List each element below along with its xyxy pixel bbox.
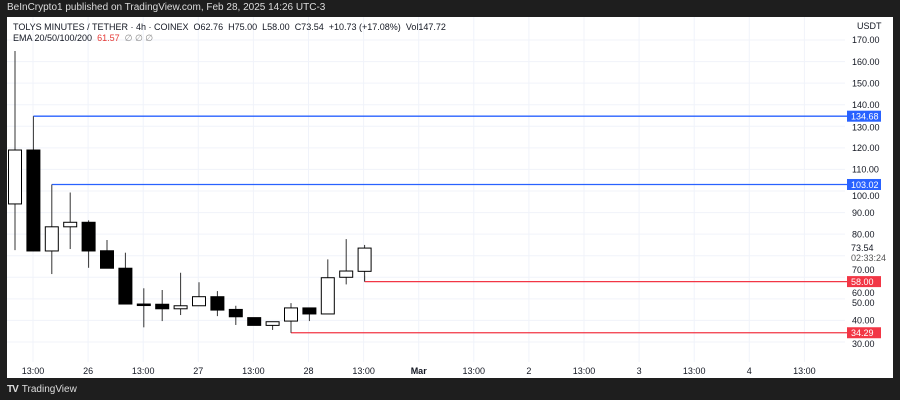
candle-down: [26, 149, 41, 252]
level-price-badge: [847, 110, 881, 122]
y-tick-label: 40.00: [852, 316, 875, 326]
level-price-label: 134.68: [851, 112, 879, 122]
candle-up: [173, 305, 188, 310]
level-price-label: 34.29: [851, 328, 874, 338]
y-tick-label: 120.00: [852, 143, 880, 153]
candle-up: [8, 149, 22, 205]
candle-down: [100, 250, 114, 269]
y-tick-label: 70.00: [852, 265, 875, 275]
y-tick-label: 100.00: [852, 191, 880, 201]
y-tick-label: 50.00: [852, 298, 875, 308]
high-value: H75.00: [228, 22, 258, 32]
chart-legend: TOLYS MINUTES / TETHER · 4h · COINEX O62…: [13, 22, 446, 44]
x-tick-label: 13:00: [683, 366, 706, 376]
y-tick-label: 150.00: [852, 78, 880, 88]
candle-down: [118, 267, 133, 305]
candle-up: [63, 221, 78, 228]
x-tick-label: 13:00: [463, 366, 486, 376]
level-price-label: 58.00: [851, 277, 874, 287]
y-tick-label: 170.00: [852, 35, 880, 45]
x-tick-label: 4: [747, 366, 752, 376]
y-tick-label: 30.00: [852, 339, 875, 349]
candle-up: [320, 277, 335, 315]
x-tick-label: 13:00: [352, 366, 375, 376]
volume-value: Vol147.72: [405, 22, 446, 32]
y-tick-label: 80.00: [852, 229, 875, 239]
x-tick-label: 27: [193, 366, 203, 376]
x-tick-label: 28: [303, 366, 313, 376]
x-tick-label: 26: [83, 366, 93, 376]
x-tick-label: 13:00: [242, 366, 265, 376]
y-tick-label: 60.00: [852, 288, 875, 298]
y-tick-label: 140.00: [852, 100, 880, 110]
candle-up: [284, 307, 298, 322]
candle-up: [357, 247, 372, 272]
x-tick-label: 3: [637, 366, 642, 376]
candle-down: [136, 303, 151, 307]
chart-panel[interactable]: USDT 170.00 160.00 150.00 140.00 130.00 120.00…: [7, 17, 893, 378]
y-tick-label: 90.00: [852, 208, 875, 218]
ema-value: 61.57: [97, 33, 120, 43]
bar-countdown: 02:33:24: [851, 253, 886, 263]
candle-down: [228, 308, 243, 318]
candle-down: [210, 296, 225, 311]
candle-up: [265, 321, 280, 326]
symbol-title[interactable]: TOLYS MINUTES / TETHER · 4h · COINEX: [13, 22, 189, 32]
x-tick-label: 13:00: [22, 366, 45, 376]
level-price-badge: [847, 178, 881, 190]
ohlc-row: TOLYS MINUTES / TETHER · 4h · COINEX O62…: [13, 22, 446, 33]
currency-label: USDT: [857, 21, 882, 31]
candle-down: [81, 221, 96, 252]
x-tick-label: 13:00: [573, 366, 596, 376]
candle-up: [192, 296, 206, 307]
last-price-label: 73.54: [851, 243, 874, 253]
level-price-badge: [847, 276, 881, 288]
x-tick-label: Mar: [411, 366, 428, 376]
candle-up: [339, 270, 354, 278]
candle-down: [247, 317, 262, 326]
y-tick-label: 160.00: [852, 57, 880, 67]
y-tick-label: 110.00: [852, 165, 879, 175]
candle-down: [155, 303, 170, 310]
footer: TV TradingView: [7, 384, 77, 395]
ema-label: EMA 20/50/100/200: [13, 33, 93, 43]
candlestick-chart[interactable]: USDT 170.00 160.00 150.00 140.00 130.00 120.00…: [7, 17, 893, 378]
change-value: +10.73 (+17.08%): [328, 22, 401, 32]
x-tick-label: 13:00: [132, 366, 155, 376]
x-tick-label: 2: [526, 366, 531, 376]
candle-down: [302, 307, 317, 315]
open-value: O62.76: [193, 22, 224, 32]
low-value: L58.00: [262, 22, 290, 32]
ema-empty-values: ∅ ∅ ∅: [124, 33, 154, 43]
ema-row[interactable]: EMA 20/50/100/200 61.57 ∅ ∅ ∅: [13, 33, 446, 44]
candle-up: [44, 226, 59, 252]
y-tick-label: 130.00: [852, 123, 880, 133]
x-tick-label: 13:00: [793, 366, 816, 376]
tradingview-logo-icon[interactable]: TV: [7, 384, 19, 395]
brand-name: TradingView: [21, 384, 77, 395]
level-price-label: 103.02: [851, 180, 879, 190]
close-value: C73.54: [294, 22, 324, 32]
level-price-badge: [847, 327, 881, 339]
published-info: BeInCrypto1 published on TradingView.com…: [7, 2, 326, 13]
last-price-badge: [847, 242, 889, 265]
